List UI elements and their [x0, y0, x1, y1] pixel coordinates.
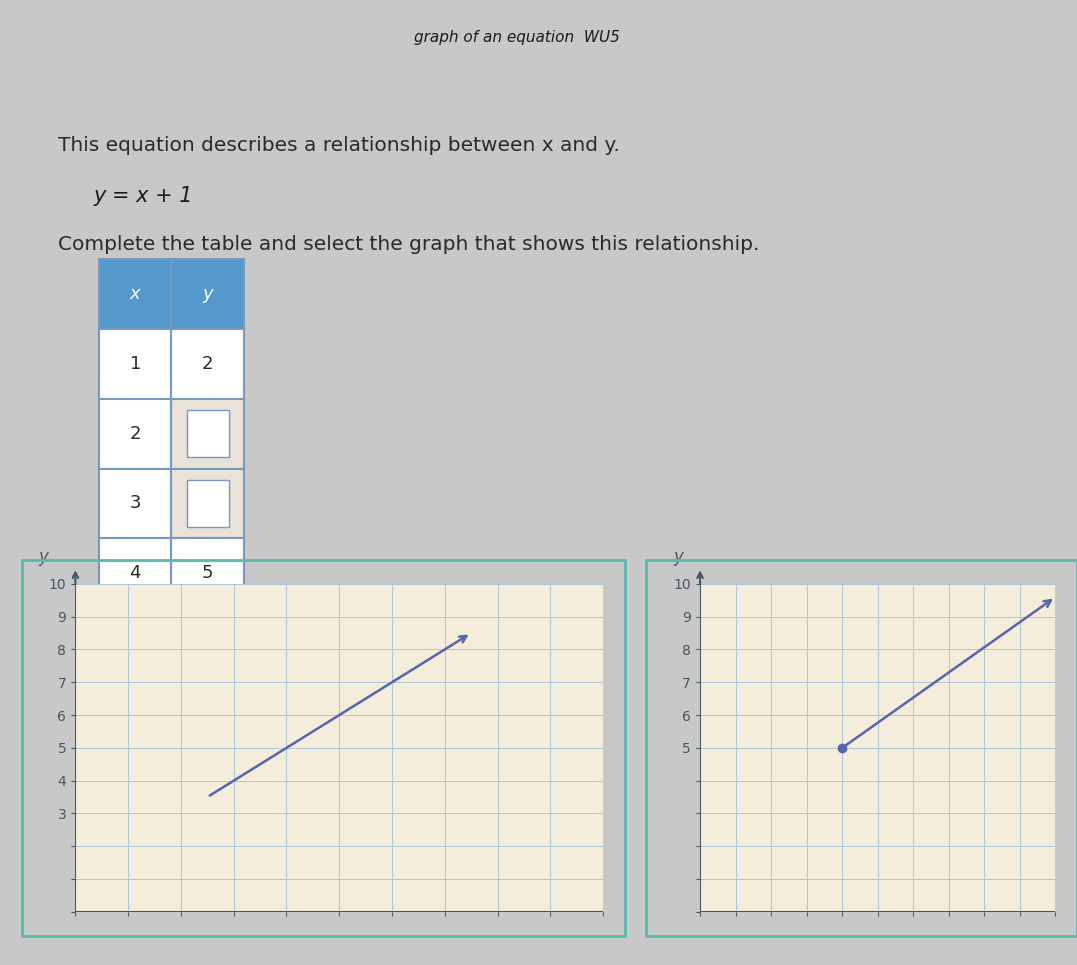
- Text: 5: 5: [201, 565, 213, 582]
- Bar: [171, 329, 243, 399]
- Text: Complete the table and select the graph that shows this relationship.: Complete the table and select the graph …: [58, 234, 759, 254]
- Text: 3: 3: [129, 494, 141, 512]
- Text: This equation describes a relationship between x and y.: This equation describes a relationship b…: [58, 136, 619, 155]
- Bar: [171, 469, 243, 538]
- Text: y: y: [674, 548, 684, 565]
- Text: y: y: [202, 286, 213, 303]
- Text: 1: 1: [129, 355, 141, 372]
- Bar: [171, 399, 243, 469]
- Text: 4: 4: [129, 565, 141, 582]
- Bar: [171, 538, 243, 608]
- Text: graph of an equation  WU5: graph of an equation WU5: [414, 30, 620, 44]
- Text: y = x + 1: y = x + 1: [94, 185, 194, 206]
- Text: 2: 2: [201, 355, 213, 372]
- Bar: [99, 469, 171, 538]
- Bar: [99, 399, 171, 469]
- Bar: [186, 410, 228, 457]
- Bar: [99, 538, 171, 608]
- FancyBboxPatch shape: [171, 260, 243, 329]
- Text: x: x: [130, 286, 141, 303]
- FancyBboxPatch shape: [99, 260, 171, 329]
- Text: 2: 2: [129, 425, 141, 443]
- Bar: [186, 480, 228, 527]
- Text: y: y: [39, 548, 48, 565]
- Bar: [99, 329, 171, 399]
